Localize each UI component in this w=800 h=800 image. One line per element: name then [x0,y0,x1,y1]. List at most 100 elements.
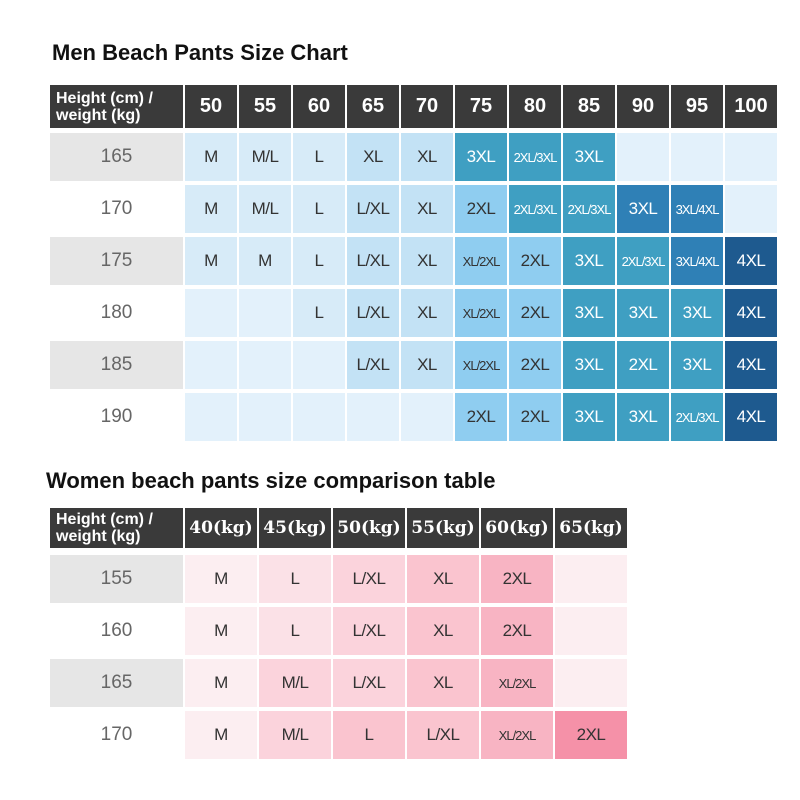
size-cell: 3XL/4XL [671,237,723,285]
size-cell: M [185,607,257,655]
size-cell [555,659,627,707]
size-cell: 4XL [725,237,777,285]
column-header: 60(kg) [481,508,553,548]
size-cell: 3XL [617,185,669,233]
column-header: 50 [185,85,237,128]
size-cell: 3XL/4XL [671,185,723,233]
corner-header: Height (cm) / weight (kg) [50,85,183,128]
row-header: 190 [50,393,183,441]
column-header: 40(kg) [185,508,257,548]
size-cell: XL/2XL [481,659,553,707]
column-header: 80 [509,85,561,128]
size-cell: L [333,711,405,759]
size-cell: 2XL [481,555,553,603]
size-cell [239,393,291,441]
size-cell [185,393,237,441]
size-cell [239,289,291,337]
column-header: 65(kg) [555,508,627,548]
size-cell: 2XL [509,237,561,285]
size-cell: 2XL [555,711,627,759]
size-cell: 3XL [563,341,615,389]
column-header: 55 [239,85,291,128]
size-cell: L/XL [347,185,399,233]
size-cell: XL [407,555,479,603]
column-header: 85 [563,85,615,128]
size-cell: XL/2XL [455,289,507,337]
size-cell: 3XL [617,289,669,337]
size-cell: M [185,711,257,759]
size-cell: XL/2XL [455,237,507,285]
size-cell: L [293,289,345,337]
column-header: 95 [671,85,723,128]
size-cell: M [185,133,237,181]
size-cell: 3XL [563,289,615,337]
size-cell: M/L [239,185,291,233]
size-cell: 3XL [671,289,723,337]
size-cell: 2XL/3XL [671,393,723,441]
size-cell [555,607,627,655]
men-title: Men Beach Pants Size Chart [52,40,348,65]
size-cell: 4XL [725,341,777,389]
size-cell: L [259,607,331,655]
size-cell [617,133,669,181]
column-header: 100 [725,85,777,128]
size-cell: 2XL [455,185,507,233]
size-cell: L/XL [347,237,399,285]
size-cell [725,133,777,181]
column-header: 70 [401,85,453,128]
size-cell [293,341,345,389]
row-header: 165 [50,133,183,181]
column-header: 45(kg) [259,508,331,548]
row-header: 170 [50,185,183,233]
size-cell: 3XL [671,341,723,389]
size-cell: XL [407,659,479,707]
size-cell: 2XL/3XL [563,185,615,233]
size-cell [185,289,237,337]
size-cell: XL [401,237,453,285]
size-cell: XL [347,133,399,181]
size-cell: XL [401,289,453,337]
size-cell [671,133,723,181]
size-cell: M [185,237,237,285]
size-cell: L/XL [347,289,399,337]
size-cell: L/XL [333,555,405,603]
size-cell: L/XL [407,711,479,759]
size-cell: L [293,185,345,233]
size-cell: M [185,185,237,233]
size-cell: L [293,133,345,181]
size-cell [293,393,345,441]
size-cell: 2XL/3XL [509,133,561,181]
column-header: 50(kg) [333,508,405,548]
size-cell [239,341,291,389]
column-header: 90 [617,85,669,128]
row-header: 185 [50,341,183,389]
size-cell: 2XL [617,341,669,389]
size-cell: L [293,237,345,285]
size-cell [725,185,777,233]
size-cell: 3XL [455,133,507,181]
size-cell: 4XL [725,289,777,337]
size-cell: 2XL [509,289,561,337]
size-cell: L/XL [333,659,405,707]
size-cell: 2XL [509,393,561,441]
size-cell: 3XL [563,393,615,441]
column-header: 65 [347,85,399,128]
size-cell [185,341,237,389]
column-header: 75 [455,85,507,128]
size-cell: XL/2XL [455,341,507,389]
size-cell: XL [407,607,479,655]
corner-header: Height (cm) / weight (kg) [50,508,183,548]
size-cell: M/L [239,133,291,181]
column-header: 60 [293,85,345,128]
row-header: 175 [50,237,183,285]
size-cell: XL [401,133,453,181]
row-header: 160 [50,607,183,655]
size-cell: XL [401,185,453,233]
size-cell: L/XL [333,607,405,655]
women-title: Women beach pants size comparison table [46,468,496,493]
column-header: 55(kg) [407,508,479,548]
row-header: 155 [50,555,183,603]
size-cell [401,393,453,441]
size-cell: M/L [259,659,331,707]
size-cell [555,555,627,603]
